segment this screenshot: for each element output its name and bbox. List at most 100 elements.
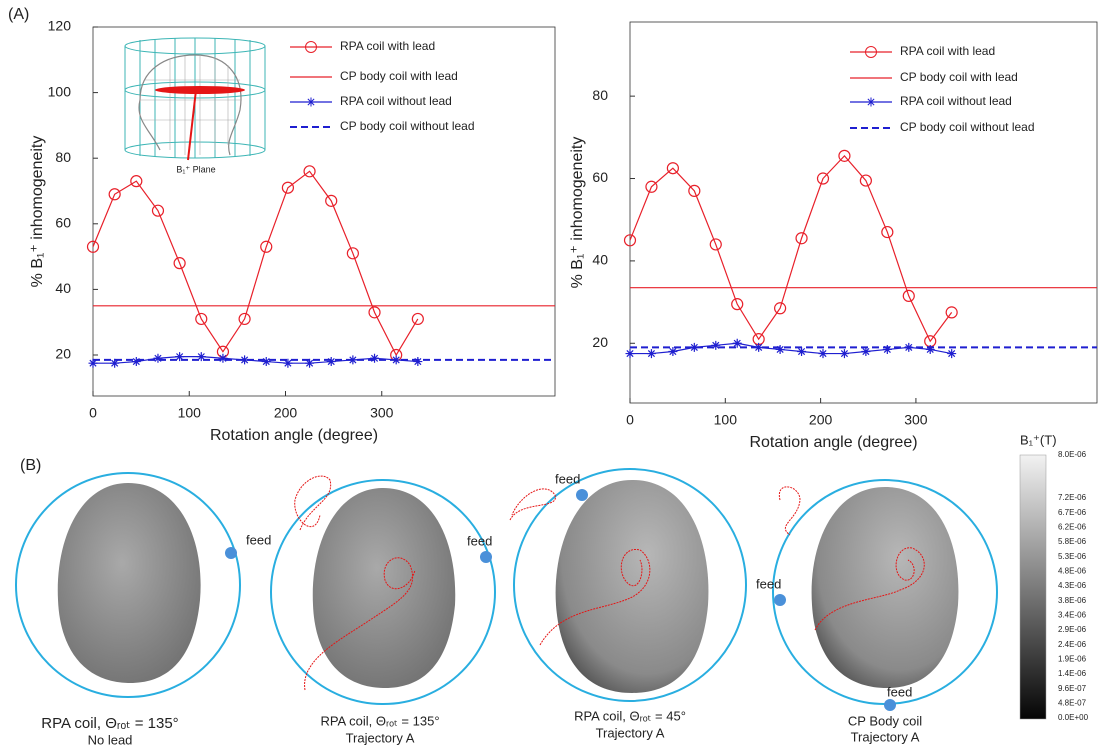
y-axis-label: % B₁⁺ inhomogeneity (29, 136, 46, 288)
marker (411, 312, 424, 326)
legend-label: RPA coil with lead (340, 39, 435, 53)
x-tick-label: 100 (714, 412, 738, 428)
feed-label: feed (246, 532, 271, 547)
marker (774, 302, 787, 315)
marker (175, 352, 185, 362)
marker (305, 358, 315, 368)
feed-label: feed (467, 533, 492, 548)
legend-label: RPA coil without lead (900, 94, 1012, 108)
caption: RPA coil, Θᵣₒₜ = 135° (41, 715, 178, 732)
marker (795, 232, 808, 245)
field-maps (15, 454, 1047, 720)
marker (260, 240, 273, 253)
plot-frame (629, 21, 1098, 404)
caption: RPA coil, Θᵣₒₜ = 135° (320, 713, 439, 728)
caption: RPA coil, Θᵣₒₜ = 45° (574, 708, 686, 723)
marker (839, 349, 849, 359)
x-tick-label: 200 (809, 412, 833, 428)
marker (645, 180, 658, 193)
marker (818, 349, 828, 359)
x-tick-label: 300 (370, 405, 394, 421)
legend-label: RPA coil with lead (900, 44, 995, 58)
y-tick-label: 80 (55, 149, 71, 165)
caption: Trajectory A (596, 725, 665, 740)
x-axis-label: Rotation angle (degree) (749, 434, 917, 451)
marker (346, 247, 359, 260)
marker (173, 257, 186, 270)
y-tick-label: 120 (48, 18, 72, 34)
marker (689, 342, 699, 352)
legend-label: CP body coil without lead (900, 120, 1035, 134)
marker (240, 355, 250, 365)
y-tick-label: 60 (592, 169, 608, 185)
x-tick-label: 200 (274, 405, 298, 421)
plot-frame (92, 26, 556, 397)
marker (711, 340, 721, 350)
marker (881, 225, 894, 239)
caption: Trajectory A (851, 729, 920, 744)
marker (709, 238, 722, 251)
colorbar-label: 3.8E-06 (1058, 596, 1087, 605)
marker (151, 204, 165, 217)
marker (196, 352, 206, 362)
marker (195, 312, 208, 326)
colorbar-label: 8.0E-06 (1058, 450, 1087, 459)
marker (86, 240, 100, 253)
colorbar-label: 5.3E-06 (1058, 552, 1087, 561)
marker (326, 357, 336, 367)
y-axis-label: % B₁⁺ inhomogeneity (569, 137, 586, 289)
marker (775, 344, 785, 354)
y-tick-label: 60 (55, 215, 71, 231)
legend-marker (866, 97, 876, 107)
colorbar-label: 4.8E-06 (1058, 566, 1087, 575)
caption: CP Body coil (848, 713, 922, 728)
colorbar-label: 1.4E-06 (1058, 669, 1087, 678)
colorbar-label: 6.2E-06 (1058, 522, 1087, 531)
colorbar-label: 1.9E-06 (1058, 654, 1087, 663)
inset-label: B₁⁺ Plane (176, 164, 215, 174)
marker (130, 175, 143, 188)
colorbar-label: 5.8E-06 (1058, 537, 1087, 546)
marker (688, 184, 701, 197)
series-line (630, 342, 952, 355)
colorbar-label: 2.4E-06 (1058, 640, 1087, 649)
colorbar-title: B₁⁺(T) (1020, 432, 1057, 447)
legend-label: CP body coil without lead (340, 119, 475, 133)
colorbar-label: 4.3E-06 (1058, 581, 1087, 590)
legend-marker (305, 41, 317, 53)
marker (88, 358, 98, 368)
legend-marker (865, 46, 877, 58)
marker (110, 358, 120, 368)
feed-label: feed (555, 471, 580, 486)
y-tick-label: 100 (48, 83, 72, 99)
marker (838, 149, 851, 162)
marker (902, 289, 915, 303)
caption: Trajectory A (346, 730, 415, 745)
marker (238, 312, 251, 326)
y-tick-label: 20 (55, 346, 71, 362)
marker (859, 174, 872, 187)
y-tick-label: 40 (55, 280, 71, 296)
x-tick-label: 0 (626, 412, 634, 428)
colorbar-label: 0.0E+00 (1058, 713, 1089, 722)
caption: No lead (88, 732, 133, 747)
marker (413, 357, 423, 367)
colorbar-label: 6.7E-06 (1058, 508, 1087, 517)
marker (303, 165, 316, 178)
colorbar-label: 2.9E-06 (1058, 625, 1087, 634)
y-tick-label: 20 (592, 334, 608, 350)
legend-marker (306, 97, 316, 107)
legend-label: RPA coil without lead (340, 94, 452, 108)
marker (131, 357, 141, 367)
panel-label: (A) (8, 6, 29, 23)
y-tick-label: 80 (592, 87, 608, 103)
marker (370, 353, 380, 363)
marker (368, 306, 381, 319)
series-line (629, 154, 953, 343)
marker (882, 344, 892, 354)
marker (646, 349, 656, 359)
marker (947, 349, 957, 359)
legend-label: CP body coil with lead (900, 70, 1018, 84)
x-tick-label: 100 (178, 405, 202, 421)
